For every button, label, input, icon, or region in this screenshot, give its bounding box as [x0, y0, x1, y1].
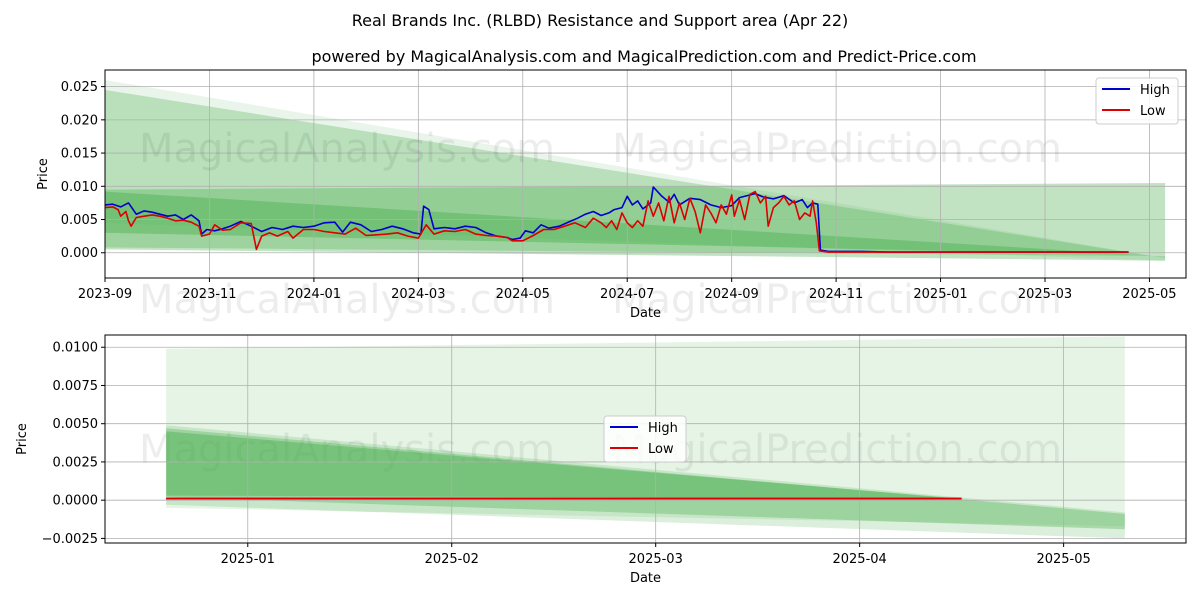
legend-label-high: High — [648, 421, 678, 436]
x-tick-label: 2025-01 — [221, 552, 275, 567]
y-tick-label: 0.015 — [61, 147, 98, 162]
y-tick-label: 0.0025 — [53, 455, 99, 470]
watermark-text: MagicalAnalysis.com — [139, 126, 555, 172]
legend-label-low: Low — [1140, 104, 1166, 119]
y-tick-label: 0.025 — [61, 80, 98, 95]
band-1 — [166, 425, 1125, 539]
x-tick-label: 2025-05 — [1036, 552, 1090, 567]
y-tick-label: 0.000 — [61, 246, 98, 261]
y-axis-label: Price — [15, 423, 30, 455]
x-tick-label: 2023-09 — [78, 287, 132, 302]
bottom-panel: MagicalAnalysis.com MagicalPrediction.com… — [15, 334, 1187, 586]
x-tick-label: 2025-01 — [913, 287, 967, 302]
legend: High Low — [603, 415, 687, 463]
y-tick-label: 0.020 — [61, 113, 98, 128]
chart-subtitle: powered by MagicalAnalysis.com and Magic… — [311, 47, 976, 66]
x-tick-label: 2025-04 — [832, 552, 886, 567]
watermark-text: MagicalAnalysis.com — [139, 427, 555, 473]
y-tick-label: −0.0025 — [42, 532, 98, 547]
x-tick-label: 2024-11 — [809, 287, 863, 302]
y-axis-label: Price — [36, 158, 51, 190]
band-3 — [105, 191, 1129, 255]
axes-frame — [104, 69, 1187, 279]
y-tick-label: 0.010 — [61, 180, 98, 195]
band-3 — [166, 431, 962, 499]
x-tick-label: 2025-03 — [629, 552, 683, 567]
x-tick-label: 2025-05 — [1122, 287, 1176, 302]
top-panel: MagicalAnalysis.com MagicalAnalysis.com Ma… — [36, 69, 1187, 323]
band-2 — [105, 182, 1166, 261]
x-tick-label: 2025-02 — [425, 552, 479, 567]
x-tick-label: 2024-01 — [287, 287, 341, 302]
y-tick-label: 0.0100 — [53, 341, 99, 356]
x-axis-label: Date — [630, 306, 661, 321]
legend: High Low — [1095, 77, 1179, 125]
x-axis-label: Date — [630, 571, 661, 586]
y-tick-label: 0.005 — [61, 213, 98, 228]
watermark-text: MagicalPrediction.com — [612, 277, 1062, 323]
x-tick-label: 2024-03 — [391, 287, 445, 302]
x-tick-label: 2024-05 — [496, 287, 550, 302]
axes-frame — [104, 334, 1187, 544]
x-tick-label: 2025-03 — [1018, 287, 1072, 302]
plot-area — [105, 70, 1186, 278]
watermark-text: MagicalPrediction.com — [612, 126, 1062, 172]
y-tick-label: 0.0050 — [53, 417, 99, 432]
legend-label-high: High — [1140, 83, 1170, 98]
band-2 — [166, 428, 1125, 530]
y-tick-label: 0.0075 — [53, 379, 99, 394]
chart-title: Real Brands Inc. (RLBD) Resistance and S… — [352, 11, 849, 30]
x-tick-label: 2024-07 — [600, 287, 654, 302]
band-0 — [105, 79, 1166, 261]
plot-area: MagicalAnalysis.com MagicalPrediction.com — [105, 335, 1186, 543]
series-line-low — [105, 190, 1129, 253]
series-line-high — [105, 186, 1129, 253]
watermark-text: MagicalPrediction.com — [612, 427, 1062, 473]
legend-label-low: Low — [648, 442, 674, 457]
x-tick-label: 2024-09 — [705, 287, 759, 302]
y-tick-label: 0.0000 — [53, 494, 99, 509]
x-tick-label: 2023-11 — [182, 287, 236, 302]
watermark-text: MagicalAnalysis.com — [139, 277, 555, 323]
band-1 — [105, 89, 1166, 259]
